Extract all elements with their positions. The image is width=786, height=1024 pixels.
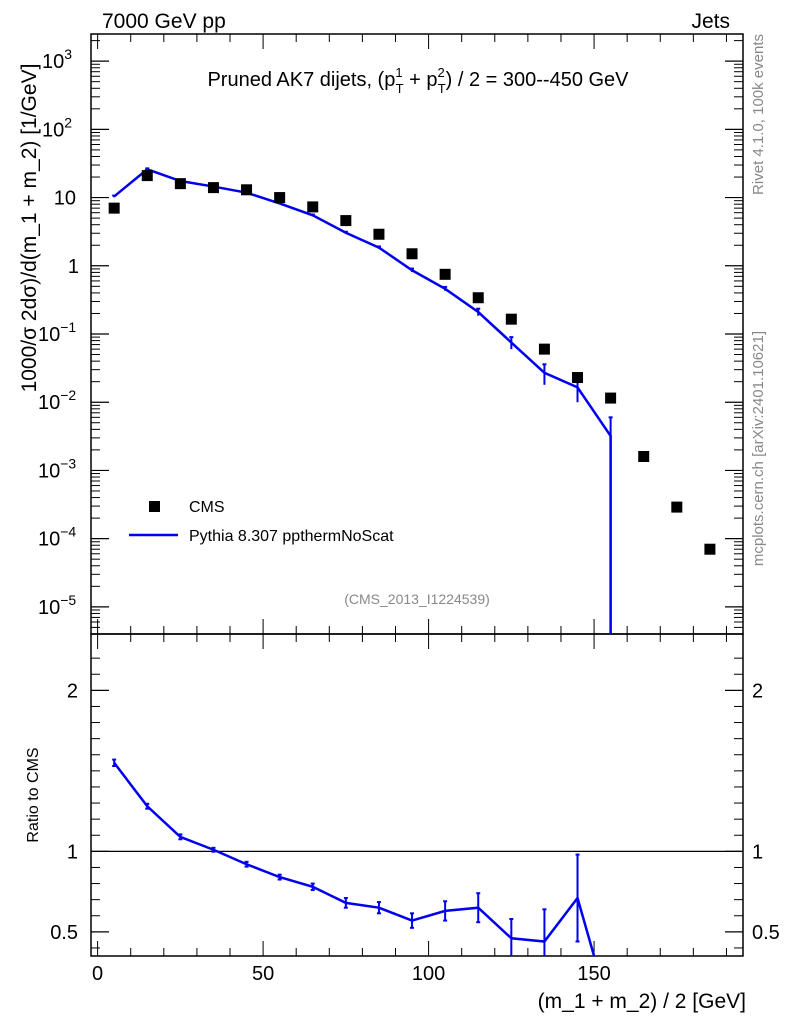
main-y-tick-label: 10−3 — [38, 455, 76, 482]
main-y-axis-title: 1000/σ 2dσ)/d(m_1 + m_2) [1/GeV] — [18, 64, 41, 393]
cms-data-point — [605, 392, 617, 404]
header-right: Jets — [691, 10, 730, 33]
cms-data-point — [274, 192, 286, 204]
x-tick-label: 50 — [252, 963, 274, 985]
main-y-tick-label: 10−4 — [38, 524, 76, 551]
header-left: 7000 GeV pp — [102, 10, 226, 33]
legend-marker-cms — [149, 501, 160, 512]
cms-data-point — [340, 215, 352, 227]
ratio-y-tick-label-right: 0.5 — [752, 922, 780, 944]
legend-label-cms: CMS — [189, 499, 225, 516]
cms-data-point — [572, 372, 584, 384]
cms-data-point — [108, 202, 120, 214]
main-y-tick-label: 10−2 — [38, 387, 76, 414]
main-y-tick-label: 102 — [42, 114, 72, 141]
side-text-mcplots: mcplots.cern.ch [arXiv:2401.10621] — [750, 331, 767, 566]
main-y-tick-label: 10−5 — [38, 592, 76, 619]
legend-label-pythia: Pythia 8.307 ppthermNoScat — [189, 528, 394, 545]
cms-data-point — [439, 268, 451, 280]
main-y-tick-label: 1 — [68, 256, 79, 278]
cms-data-point — [373, 228, 385, 240]
cms-data-point — [174, 178, 186, 190]
mc-series-line — [113, 167, 612, 634]
cms-data-point — [472, 292, 484, 304]
cms-data-point — [538, 343, 550, 355]
main-series-marks — [108, 167, 716, 634]
ratio-plot-frame — [90, 633, 744, 957]
cms-data-point — [207, 182, 219, 194]
ratio-series-line — [113, 762, 596, 957]
main-y-tick-label: 103 — [42, 46, 72, 73]
plot-title: Pruned AK7 dijets, (p1 T + p2 T) / 2 = 300… — [207, 65, 629, 96]
ratio-y-tick-label: 0.5 — [50, 922, 78, 944]
cms-data-point — [141, 170, 153, 182]
x-tick-label: 150 — [577, 963, 610, 985]
ratio-y-axis-title: Ratio to CMS — [25, 747, 42, 842]
ratio-y-tick-label-right: 2 — [752, 680, 763, 702]
cms-data-point — [638, 451, 650, 463]
cms-data-point — [704, 543, 716, 555]
ratio-y-tick-label-right: 1 — [752, 841, 763, 863]
x-tick-label: 0 — [92, 963, 103, 985]
cms-data-point — [406, 248, 418, 260]
side-text-rivet: Rivet 4.1.0, 100k events — [750, 34, 767, 195]
cms-data-point — [307, 201, 319, 213]
ratio-y-tick-label: 1 — [67, 841, 78, 863]
main-y-tick-label: 10 — [54, 188, 76, 210]
cms-data-point — [671, 501, 683, 513]
legend: CMS Pythia 8.307 ppthermNoScat — [129, 499, 394, 545]
analysis-id: (CMS_2013_I1224539) — [344, 591, 490, 607]
ratio-axis-ticks: 0.5 0.5 1 1 2 2 0 50 100 150 — [50, 634, 780, 985]
main-y-tick-label: 10−1 — [38, 319, 76, 346]
x-axis-title: (m_1 + m_2) / 2 [GeV] — [538, 990, 746, 1013]
cms-data-point — [505, 313, 517, 325]
ratio-series-marks — [112, 758, 596, 957]
x-tick-label: 100 — [412, 963, 445, 985]
cms-data-point — [241, 184, 253, 196]
ratio-y-tick-label: 2 — [67, 680, 78, 702]
